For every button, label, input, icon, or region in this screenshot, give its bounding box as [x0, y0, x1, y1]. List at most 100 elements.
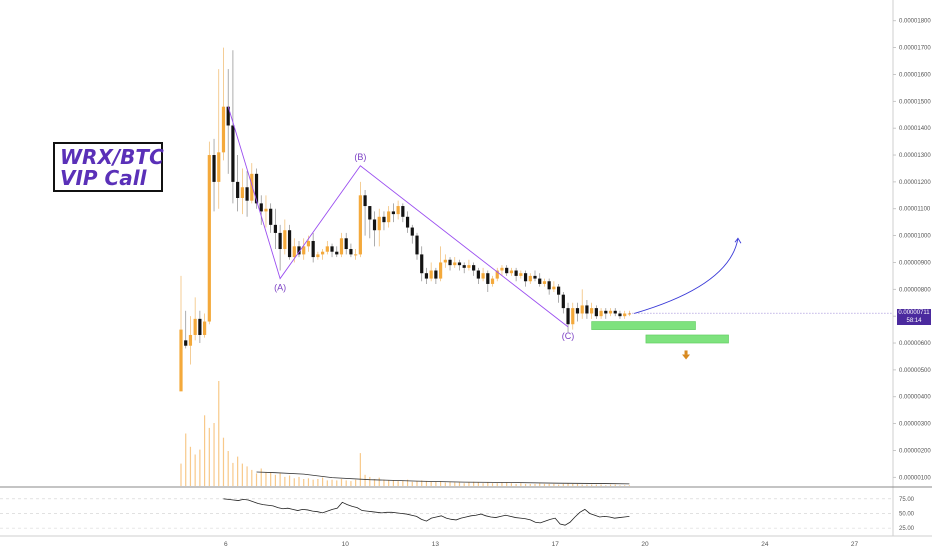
- volume-bar: [345, 480, 347, 486]
- volume-bar: [350, 481, 352, 486]
- candle-body: [575, 308, 580, 314]
- volume-bar: [279, 473, 281, 486]
- title-box: WRX/BTC VIP Call: [53, 142, 164, 192]
- volume-bar: [501, 482, 503, 486]
- volume-bar: [260, 468, 262, 486]
- volume-bar: [237, 456, 239, 486]
- volume-bar: [227, 451, 229, 486]
- candle-body: [188, 334, 193, 346]
- volume-bar: [378, 477, 380, 486]
- candle-body: [387, 211, 391, 223]
- price-tick-label: 0.00000300: [899, 422, 931, 428]
- target-zone: [591, 321, 696, 330]
- candle-body: [490, 278, 495, 284]
- candle-body: [439, 262, 443, 279]
- price-tick-label: 0.00000500: [899, 368, 931, 374]
- volume-bar: [425, 481, 428, 486]
- volume-bar: [340, 479, 343, 486]
- price-tick-label: 0.00001400: [899, 126, 931, 132]
- candle-body: [613, 310, 617, 314]
- volume-bar: [496, 483, 498, 486]
- candle-body: [212, 155, 216, 182]
- candle-body: [547, 281, 551, 290]
- volume-bar: [468, 482, 470, 486]
- candle-body: [618, 313, 622, 317]
- candle-body: [604, 310, 608, 314]
- price-tick-label: 0.00001700: [899, 46, 931, 52]
- volume-bar: [454, 482, 456, 486]
- volume-bar: [572, 483, 574, 486]
- candle-body: [608, 310, 613, 314]
- down-arrow-icon: [682, 354, 691, 360]
- volume-bar: [473, 481, 475, 486]
- volume-bar: [628, 485, 630, 486]
- price-tick-label: 0.00000100: [899, 475, 931, 481]
- candle-body: [377, 216, 381, 231]
- candle-body: [424, 273, 429, 279]
- candle-body: [382, 216, 386, 223]
- candle-body: [405, 216, 410, 228]
- volume-ma-line: [256, 471, 630, 485]
- candle-body: [372, 219, 377, 231]
- candle-body: [184, 340, 188, 346]
- volume-bar: [194, 454, 196, 486]
- volume-bar: [373, 479, 376, 486]
- volume-bar: [232, 462, 234, 486]
- title-line-2: VIP Call: [60, 166, 147, 190]
- volume-bar: [322, 477, 324, 486]
- volume-bar: [458, 482, 461, 486]
- volume-bar: [440, 481, 442, 486]
- annotation-layer: (A) (B) (C): [227, 106, 893, 360]
- projection-arrow: [633, 238, 739, 314]
- candle-body: [339, 238, 344, 255]
- price-tick-label: 0.00000600: [899, 341, 931, 347]
- volume-bar: [222, 437, 225, 486]
- volume-bar: [241, 463, 243, 486]
- candle-body: [401, 206, 405, 217]
- volume-bar: [246, 466, 248, 486]
- volume-bar: [463, 483, 465, 486]
- candle-body: [566, 308, 570, 325]
- volume-bar: [510, 483, 512, 486]
- volume-bar: [284, 476, 286, 486]
- volume-bar: [274, 474, 276, 486]
- volume-bar: [515, 483, 517, 486]
- candle-body: [542, 281, 547, 284]
- volume-bar: [331, 479, 333, 486]
- candle-body: [198, 318, 202, 335]
- candle-body: [580, 305, 584, 314]
- candle-body: [599, 310, 603, 317]
- volume-bar: [449, 481, 451, 486]
- volume-bar: [548, 483, 550, 486]
- candle-body: [462, 265, 466, 268]
- projection-arrow-head: [734, 237, 742, 244]
- candle-body: [481, 273, 485, 279]
- volume-bar: [605, 485, 607, 486]
- candle-body: [434, 270, 438, 279]
- volume-bar: [534, 483, 536, 486]
- candle-body: [325, 246, 329, 252]
- price-tick-label: 0.00001200: [899, 180, 931, 186]
- volume-bar: [487, 482, 489, 486]
- candle-body: [254, 173, 259, 204]
- price-tick-label: 0.00001500: [899, 99, 931, 105]
- volume-bar: [213, 423, 215, 486]
- volume-bar: [430, 481, 432, 486]
- candle-body: [193, 318, 197, 335]
- volume-bar: [553, 483, 555, 486]
- volume-bar: [506, 482, 508, 486]
- volume-bar: [543, 483, 546, 486]
- volume-bar: [303, 479, 305, 486]
- candle-body: [594, 308, 598, 317]
- time-tick-label: 17: [552, 541, 560, 548]
- volume-bar: [204, 415, 206, 486]
- time-tick-label: 24: [761, 541, 769, 548]
- indicator-tick-label: 50.00: [899, 511, 915, 517]
- volume-bar: [581, 484, 583, 486]
- volume-bar: [307, 478, 310, 486]
- volume-bar: [482, 483, 484, 486]
- candle-body: [316, 254, 320, 258]
- candle-body: [627, 313, 631, 315]
- volume-bar: [255, 473, 258, 486]
